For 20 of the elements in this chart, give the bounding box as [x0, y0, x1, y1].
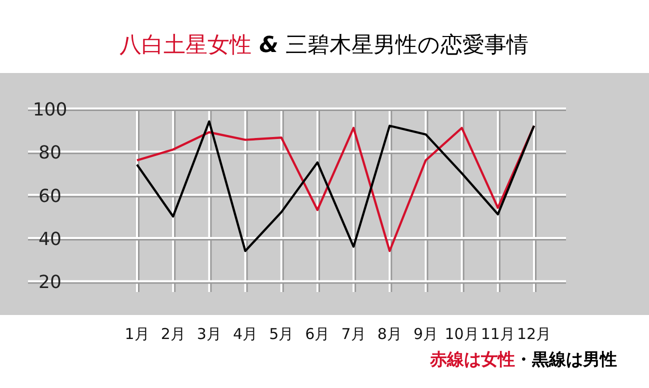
y-tick-label: 20 — [38, 272, 62, 294]
title: 八白土星女性 & 三碧木星男性の恋愛事情 — [120, 33, 528, 58]
text: 赤線は女性 — [429, 350, 515, 370]
y-tick-label: 60 — [38, 186, 62, 207]
x-tick-label: 11月 — [480, 325, 515, 343]
x-tick-label: 2月 — [160, 325, 186, 343]
x-tick-label: 4月 — [233, 325, 258, 343]
x-tick-label: 7月 — [341, 325, 366, 343]
x-tick-label: 5月 — [269, 325, 294, 343]
text: ・黒線は男性 — [515, 350, 617, 370]
x-tick-label: 8月 — [377, 325, 402, 343]
y-tick-label: 40 — [38, 229, 62, 250]
x-tick-label: 3月 — [196, 325, 222, 343]
y-tick-label: 100 — [32, 100, 68, 120]
x-tick-label: 12月 — [516, 325, 552, 343]
y-tick-label: 80 — [38, 142, 62, 164]
x-tick-label: 9月 — [413, 325, 438, 343]
x-tick-label: 6月 — [305, 325, 330, 343]
x-tick-label: 1月 — [124, 325, 150, 343]
x-tick-label: 10月 — [444, 325, 479, 343]
